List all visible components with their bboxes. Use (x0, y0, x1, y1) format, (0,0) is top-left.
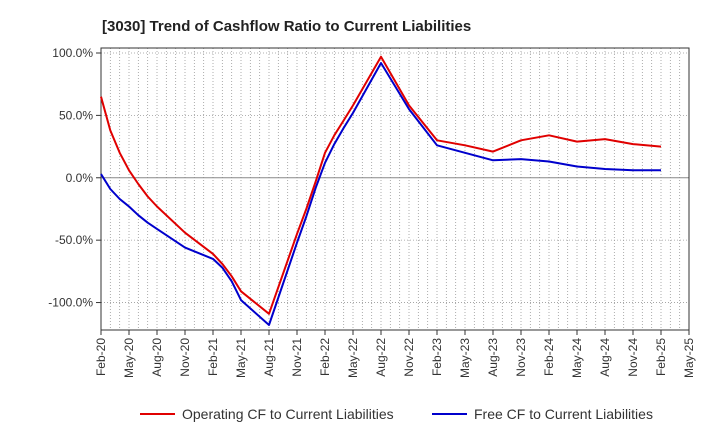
x-tick-label: Feb-20 (94, 338, 108, 376)
operating-cf-line (100, 55, 662, 315)
grid-layer (101, 48, 689, 330)
x-tick-label: Aug-20 (150, 338, 164, 377)
x-tick-label: Nov-21 (290, 338, 304, 377)
legend: Operating CF to Current Liabilities Free… (140, 406, 653, 422)
y-tick-label: 100.0% (52, 46, 93, 60)
y-tick-label: 0.0% (66, 171, 94, 185)
x-tick-label: Nov-23 (514, 338, 528, 377)
x-tick-label: Feb-22 (318, 338, 332, 376)
legend-free-label: Free CF to Current Liabilities (474, 406, 653, 422)
x-tick-label: May-22 (346, 338, 360, 378)
x-tick-label: Aug-23 (486, 338, 500, 377)
y-tick-label: -50.0% (55, 233, 93, 247)
x-tick-label: Aug-22 (374, 338, 388, 377)
legend-operating-label: Operating CF to Current Liabilities (182, 406, 394, 422)
x-tick-label: May-21 (234, 338, 248, 378)
x-tick-label: Feb-24 (542, 338, 556, 376)
x-tick-label: Nov-22 (402, 338, 416, 377)
x-tick-label: Feb-21 (206, 338, 220, 376)
chart-title: [3030] Trend of Cashflow Ratio to Curren… (102, 18, 471, 35)
x-tick-label: May-24 (570, 338, 584, 378)
x-tick-label: May-25 (682, 338, 696, 378)
x-tick-label: Nov-24 (626, 338, 640, 377)
series-layer (100, 55, 662, 326)
x-tick-label: May-20 (122, 338, 136, 378)
free-cf-line (100, 62, 661, 326)
plot-frame (100, 47, 690, 331)
x-tick-label: Feb-25 (654, 338, 668, 376)
x-tick-label: Aug-24 (598, 338, 612, 377)
x-tick-label: Aug-21 (262, 338, 276, 377)
y-tick-label: 50.0% (59, 108, 93, 122)
x-tick-label: Feb-23 (430, 338, 444, 376)
y-tick-label: -100.0% (48, 296, 93, 310)
x-tick-label: Nov-20 (178, 338, 192, 377)
x-tick-label: May-23 (458, 338, 472, 378)
axis-layer: 100.0% 50.0% 0.0% -50.0% -100.0% Feb-20 May-20… (48, 46, 696, 378)
